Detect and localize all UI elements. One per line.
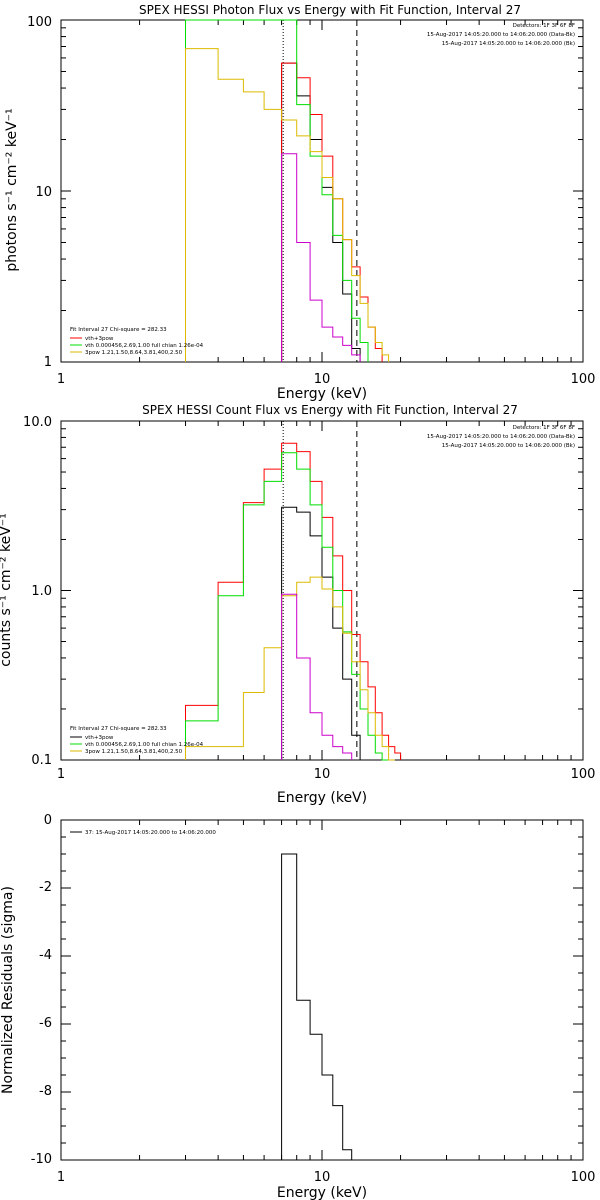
count-header-detectors: Detectors: 1F 3F 6F 8F <box>513 425 575 431</box>
count-x-tick-1: 1 <box>57 767 65 782</box>
count-x-tick-100: 100 <box>571 767 596 782</box>
count-y-tick-1-0: 1.0 <box>31 584 52 599</box>
photon-header-data-bk: 15-Aug-2017 14:05:20.000 to 14:06:20.000… <box>427 32 575 38</box>
residuals-panel: 1 10 100 -10 -8 -6 -4 -2 0 Energy (keV) … <box>0 813 595 1200</box>
residuals-plot-area <box>60 819 584 1161</box>
photon-x-tick-100: 100 <box>571 372 596 387</box>
count-x-axis-label: Energy (keV) <box>277 790 367 806</box>
photon-chart-title: SPEX HESSI Photon Flux vs Energy with Fi… <box>139 3 521 17</box>
residuals-y-axis-label: Normalized Residuals (sigma) <box>0 886 16 1094</box>
photon-series-2 <box>185 19 369 362</box>
photon-legend-3pow: 3pow 1.21,1.50,8.64,3.81,400,2.50 <box>85 350 183 356</box>
residuals-x-tick-1: 1 <box>57 1170 65 1185</box>
count-series-4 <box>281 593 353 760</box>
photon-legend-fit-interval: Fit Interval 27 Chi-square = 282.33 <box>70 327 167 333</box>
count-y-tick-0-1: 0.1 <box>31 753 52 768</box>
count-series-2 <box>185 452 389 761</box>
residuals-x-tick-10: 10 <box>314 1170 331 1185</box>
residuals-y-tick-m6: -6 <box>39 1016 52 1031</box>
photon-series-4 <box>281 153 361 362</box>
count-series-3 <box>185 576 395 761</box>
count-series-1 <box>185 442 402 760</box>
count-y-tick-10-0: 10.0 <box>23 415 52 430</box>
residuals-y-tick-m4: -4 <box>39 948 52 963</box>
photon-x-tick-10: 10 <box>314 372 331 387</box>
count-legend-vth: vth 0.000456,2.69,1.00 full chian 1.26e-… <box>85 742 204 748</box>
count-header-bk: 15-Aug-2017 14:05:20.000 to 14:06:20.000… <box>442 443 575 449</box>
count-chart-title: SPEX HESSI Count Flux vs Energy with Fit… <box>142 403 518 417</box>
photon-x-axis-label: Energy (keV) <box>277 386 367 402</box>
photon-legend-vth-3pow: vth+3pow <box>85 336 114 342</box>
photon-x-tick-1: 1 <box>57 372 65 387</box>
photon-series-3 <box>185 48 390 362</box>
count-legend-vth-3pow: vth+3pow <box>85 735 114 741</box>
residuals-y-tick-0: 0 <box>44 813 52 828</box>
count-plot-area <box>60 420 584 761</box>
residuals-legend-entry: 37: 15-Aug-2017 14:05:20.000 to 14:06:20… <box>85 830 216 836</box>
photon-legend-vth: vth 0.000456,2.69,1.00 full chian 1.26e-… <box>85 343 204 349</box>
residuals-y-tick-m10: -10 <box>31 1152 52 1167</box>
residuals-x-tick-100: 100 <box>571 1170 596 1185</box>
count-legend-fit-interval: Fit Interval 27 Chi-square = 282.33 <box>70 726 167 732</box>
count-header-data-bk: 15-Aug-2017 14:05:20.000 to 14:06:20.000… <box>427 434 575 440</box>
residuals-y-tick-m8: -8 <box>39 1084 52 1099</box>
count-y-axis-label: counts s⁻¹ cm⁻² keV⁻¹ <box>0 513 14 667</box>
photon-flux-panel: SPEX HESSI Photon Flux vs Energy with Fi… <box>4 3 595 402</box>
photon-y-tick-1: 1 <box>44 355 52 370</box>
count-series-0 <box>281 506 361 760</box>
photon-plot-area <box>60 19 584 363</box>
residuals-axes-frame <box>60 819 584 1161</box>
residuals-series-0 <box>281 853 361 1161</box>
count-x-tick-10: 10 <box>314 767 331 782</box>
residuals-x-axis-label: Energy (keV) <box>277 1185 367 1200</box>
photon-y-tick-10: 10 <box>35 185 52 200</box>
residuals-y-tick-m2: -2 <box>39 880 52 895</box>
count-legend-3pow: 3pow 1.21,1.50,8.64,3.81,400,2.50 <box>85 749 183 755</box>
photon-header-detectors: Detectors: 1F 3F 6F 8F <box>513 23 575 29</box>
count-flux-panel: SPEX HESSI Count Flux vs Energy with Fit… <box>0 403 595 806</box>
photon-y-tick-100: 100 <box>27 15 52 30</box>
photon-header-bk: 15-Aug-2017 14:05:20.000 to 14:06:20.000… <box>442 41 575 47</box>
count-axes-frame <box>60 420 584 761</box>
photon-series-0 <box>281 62 361 362</box>
photon-y-axis-label: photons s⁻¹ cm⁻² keV⁻¹ <box>4 108 20 271</box>
